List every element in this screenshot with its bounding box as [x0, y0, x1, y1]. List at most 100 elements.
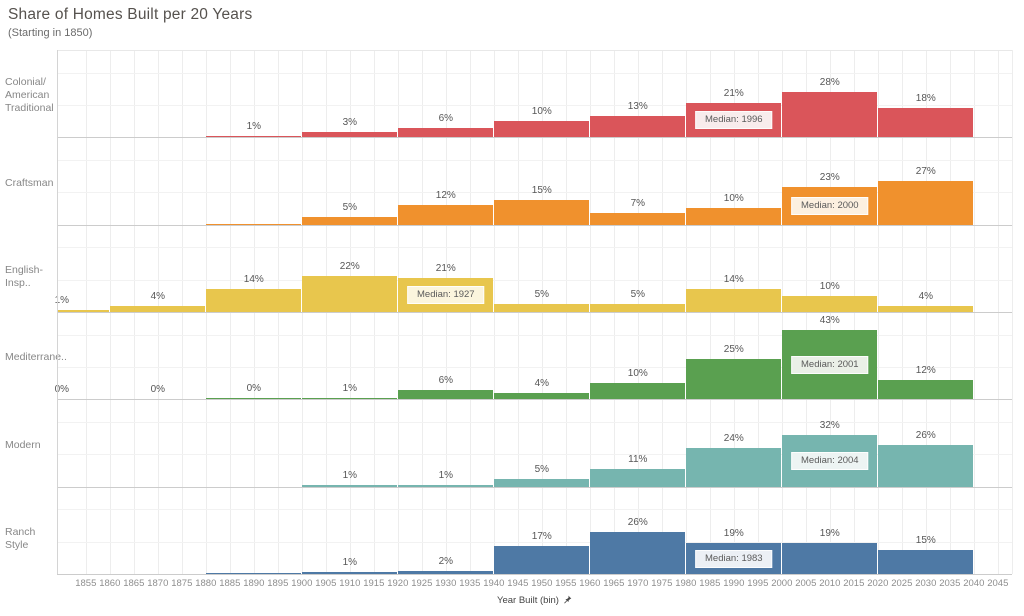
bar-mediterrane--1960[interactable] [590, 383, 686, 400]
bar-value-label: 5% [534, 463, 550, 475]
panel-baseline [57, 224, 1012, 226]
row-label-english-insp-[interactable]: English-Insp.. [5, 264, 55, 290]
bar-english-insp--2020[interactable] [878, 305, 974, 312]
bar-modern-1920[interactable] [398, 485, 494, 487]
bar-ranch-style-1880[interactable] [206, 573, 302, 574]
bar-modern-1960[interactable] [590, 468, 686, 487]
bar-english-insp--1960[interactable] [590, 303, 686, 312]
bar-value-label: 15% [915, 534, 936, 546]
x-tick-label: 1965 [603, 578, 625, 589]
bar-craftsman-1960[interactable] [590, 213, 686, 225]
median-annotation[interactable]: Median: 1996 [695, 111, 773, 130]
x-tick-label: 2020 [867, 578, 889, 589]
bar-value-label: 27% [915, 165, 936, 177]
row-label-colonial-american-traditional[interactable]: Colonial/American Traditional [5, 76, 55, 115]
bar-value-label: 10% [819, 280, 840, 292]
bar-value-label: 18% [915, 93, 936, 105]
chart-title: Share of Homes Built per 20 Years [8, 6, 253, 23]
x-tick-label: 2005 [795, 578, 817, 589]
panel-baseline [57, 486, 1012, 488]
bar-mediterrane--1920[interactable] [398, 389, 494, 400]
title-block: Share of Homes Built per 20 Years (Start… [8, 6, 252, 39]
x-tick-label: 1890 [243, 578, 265, 589]
median-annotation[interactable]: Median: 1927 [407, 285, 485, 304]
bar-mediterrane--1880[interactable] [206, 398, 302, 400]
bar-value-label: 5% [342, 201, 358, 213]
x-tick-label: 1940 [483, 578, 505, 589]
bar-modern-1900[interactable] [302, 485, 398, 487]
bar-ranch-style-1900[interactable] [302, 572, 398, 574]
bar-english-insp--1840[interactable] [57, 310, 110, 312]
bar-ranch-style-2000[interactable] [782, 543, 878, 574]
bar-english-insp--1860[interactable] [110, 305, 206, 312]
bar-value-label: 6% [438, 374, 454, 386]
bar-mediterrane--1980[interactable] [686, 358, 782, 400]
row-label-line: Traditional [5, 102, 54, 115]
bar-colonial-american-traditional-1880[interactable] [206, 135, 302, 138]
bar-value-label: 19% [819, 528, 840, 540]
bar-english-insp--2000[interactable] [782, 295, 878, 312]
x-tick-label: 1945 [507, 578, 529, 589]
x-tick-label: 1970 [627, 578, 649, 589]
bar-colonial-american-traditional-1960[interactable] [590, 116, 686, 138]
bar-colonial-american-traditional-1900[interactable] [302, 132, 398, 138]
bar-value-label: 25% [723, 343, 744, 355]
bar-value-label: 3% [342, 117, 358, 129]
bar-modern-1940[interactable] [494, 478, 590, 487]
bar-craftsman-1920[interactable] [398, 205, 494, 225]
panel-pct-gridline [57, 104, 1012, 106]
bar-value-label: 2% [438, 555, 454, 567]
bar-english-insp--1900[interactable] [302, 276, 398, 312]
bar-craftsman-1880[interactable] [206, 223, 302, 225]
x-tick-label: 1955 [555, 578, 577, 589]
bar-craftsman-1980[interactable] [686, 208, 782, 225]
row-label-ranch-style[interactable]: Ranch Style [5, 526, 55, 552]
row-label-mediterrane-[interactable]: Mediterrane.. [5, 351, 67, 364]
x-tick-label: 2035 [939, 578, 961, 589]
panel-pct-gridline [57, 279, 1012, 281]
bar-ranch-style-2020[interactable] [878, 549, 974, 574]
bar-value-label: 1% [54, 295, 70, 307]
bar-craftsman-2020[interactable] [878, 180, 974, 225]
bar-craftsman-1940[interactable] [494, 200, 590, 225]
bar-ranch-style-1960[interactable] [590, 531, 686, 574]
median-annotation[interactable]: Median: 2001 [791, 355, 869, 374]
bar-craftsman-1900[interactable] [302, 216, 398, 225]
bar-colonial-american-traditional-2020[interactable] [878, 108, 974, 138]
bar-mediterrane--1900[interactable] [302, 397, 398, 400]
bar-english-insp--1980[interactable] [686, 289, 782, 312]
row-label-line: Mediterrane.. [5, 351, 67, 364]
row-label-modern[interactable]: Modern [5, 439, 55, 452]
bar-colonial-american-traditional-2000[interactable] [782, 91, 878, 138]
x-tick-label: 1995 [747, 578, 769, 589]
median-annotation[interactable]: Median: 1983 [695, 549, 773, 568]
median-annotation[interactable]: Median: 2000 [791, 197, 869, 216]
panel-pct-gridline [57, 509, 1012, 511]
bar-value-label: 6% [438, 112, 454, 124]
bar-mediterrane--1940[interactable] [494, 392, 590, 400]
bar-value-label: 17% [531, 531, 552, 543]
bar-ranch-style-1920[interactable] [398, 570, 494, 574]
bar-value-label: 26% [915, 429, 936, 441]
median-annotation[interactable]: Median: 2004 [791, 451, 869, 470]
bar-value-label: 26% [627, 516, 648, 528]
bar-english-insp--1880[interactable] [206, 289, 302, 312]
bar-value-label: 14% [723, 274, 744, 286]
pin-icon [563, 595, 572, 607]
bar-english-insp--1940[interactable] [494, 303, 590, 312]
bar-modern-2020[interactable] [878, 444, 974, 487]
bar-value-label: 24% [723, 432, 744, 444]
y-axis-line [57, 50, 58, 574]
x-tick-label: 2045 [987, 578, 1009, 589]
x-tick-label: 2025 [891, 578, 913, 589]
panel-pct-gridline [57, 334, 1012, 336]
bar-modern-1980[interactable] [686, 447, 782, 487]
row-label-line: Colonial/ [5, 76, 46, 89]
bar-colonial-american-traditional-1940[interactable] [494, 121, 590, 138]
bar-value-label: 0% [150, 384, 166, 396]
row-label-craftsman[interactable]: Craftsman [5, 177, 55, 190]
bar-ranch-style-1940[interactable] [494, 546, 590, 574]
bar-mediterrane--2020[interactable] [878, 379, 974, 400]
bar-colonial-american-traditional-1920[interactable] [398, 127, 494, 138]
bar-value-label: 14% [243, 274, 264, 286]
